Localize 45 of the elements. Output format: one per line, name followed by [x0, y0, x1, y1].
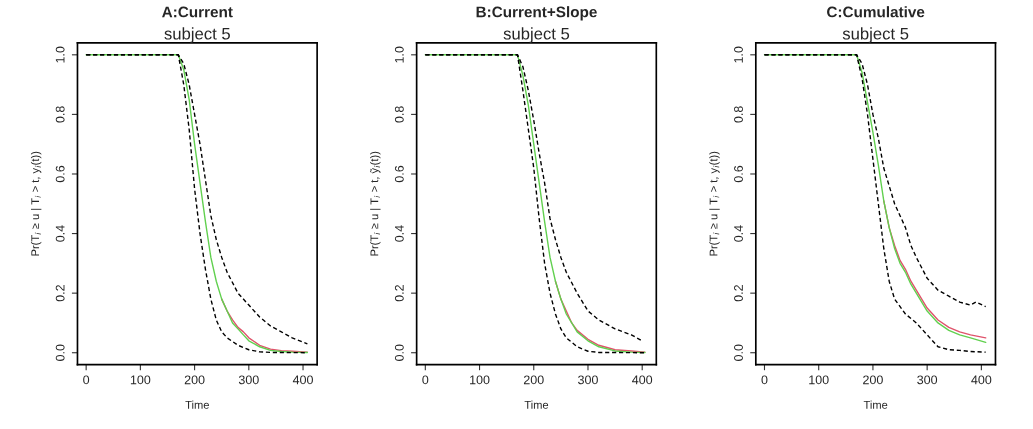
y-tick-label: 0.0 [55, 344, 65, 361]
x-tick-label: 0 [83, 375, 90, 385]
y-tick-label: 0.0 [734, 344, 743, 361]
chart-subtitle: subject 5 [503, 27, 570, 43]
x-tick-label: 0 [761, 375, 768, 385]
y-axis-title: Pr(T$_{i}$ ≥ u | T$_{i}$ > t, y$_{i}$(t)) [709, 151, 720, 256]
y-axis-title: Pr(T$_{i}$ ≥ u | T$_{i}$ > t, y$_{i}$(t)) [30, 151, 42, 256]
x-tick-label: 400 [292, 375, 313, 385]
x-tick-label: 100 [809, 375, 829, 385]
x-tick-label: 100 [130, 375, 151, 385]
y-tick-label: 0.2 [55, 285, 65, 302]
x-tick-label: 300 [917, 375, 938, 385]
chart-title: B:Current+Slope [476, 6, 597, 21]
x-tick-label: 300 [238, 375, 259, 385]
x-axis-title: Time [185, 400, 209, 409]
x-tick-label: 300 [578, 375, 598, 385]
x-axis-title: Time [524, 400, 549, 409]
y-tick-label: 0.6 [55, 165, 65, 183]
x-tick-label: 400 [971, 375, 992, 385]
y-tick-label: 0.8 [734, 106, 743, 123]
y-tick-label: 0.6 [394, 165, 404, 183]
y-tick-label: 1.0 [55, 46, 65, 63]
x-tick-label: 200 [184, 375, 205, 385]
y-tick-label: 0.6 [734, 165, 743, 183]
y-tick-label: 0.8 [55, 106, 65, 123]
y-tick-label: 1.0 [734, 46, 743, 63]
x-tick-label: 100 [470, 375, 490, 385]
y-tick-label: 0.0 [394, 344, 404, 361]
y-tick-label: 0.8 [394, 106, 404, 123]
x-tick-label: 400 [632, 375, 653, 385]
y-axis-title: Pr(T$_{i}$ ≥ u | T$_{i}$ > t, ỹ$_{i}$(t)) [370, 151, 381, 256]
y-tick-label: 0.4 [55, 225, 65, 242]
chart-subtitle: subject 5 [842, 27, 909, 43]
y-tick-label: 0.4 [394, 225, 404, 242]
y-tick-label: 0.2 [394, 285, 404, 302]
y-tick-label: 0.2 [734, 285, 743, 302]
y-tick-label: 1.0 [394, 46, 404, 63]
chart-title: C:Cumulative [827, 6, 925, 18]
y-tick-label: 0.4 [734, 225, 743, 242]
chart-title: A:Current [162, 6, 233, 18]
x-tick-label: 0 [422, 375, 429, 385]
chart-subtitle: subject 5 [164, 27, 230, 43]
x-axis-title: Time [863, 400, 888, 409]
x-tick-label: 200 [523, 375, 544, 385]
x-tick-label: 200 [863, 375, 883, 385]
